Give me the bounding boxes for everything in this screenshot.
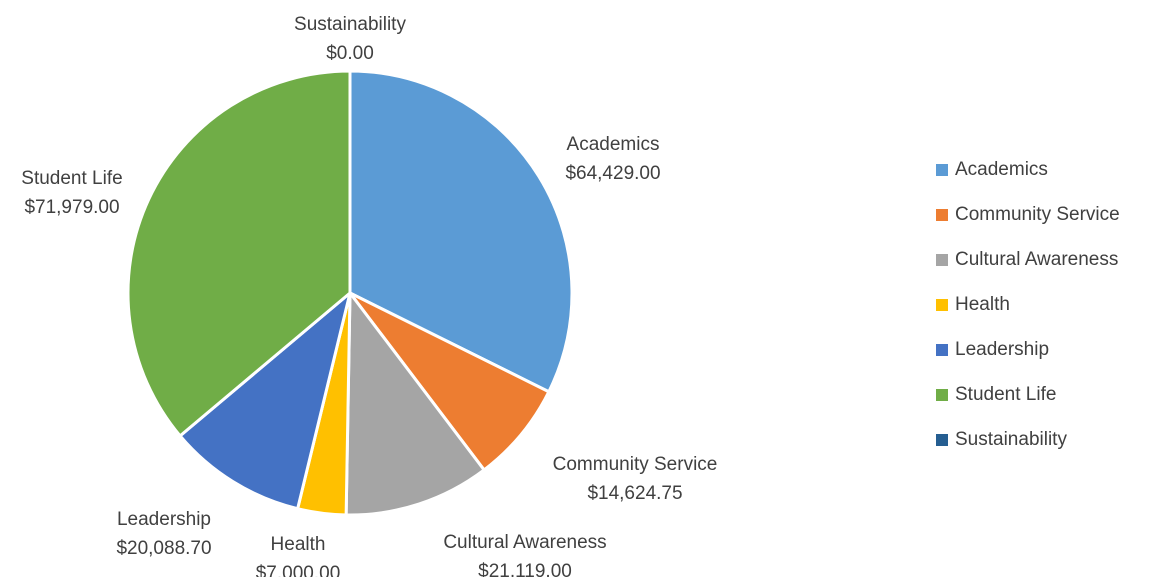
data-label-student-life: Student Life $71,979.00 [21,168,122,218]
pie-slice-leadership [178,291,352,511]
pie-slice-community-service [348,291,551,472]
legend-label: Student Life [955,383,1057,405]
chart-legend: Academics Community Service Cultural Aware… [936,147,1151,462]
legend-swatch [936,163,948,176]
pie-data-labels: Academics $64,429.00 Community Service $14,… [21,14,717,577]
data-label-category: Cultural Awareness [443,532,606,553]
legend-item-sustainability: Sustainability [936,417,1151,462]
legend-swatch [936,253,948,266]
data-label-value: $20,088.70 [116,538,211,559]
data-label-category: Community Service [553,454,718,475]
data-label-category: Health [271,534,326,555]
pie-slices [126,69,574,517]
legend-swatch [936,208,948,221]
pie-slice-cultural-awareness [344,291,486,517]
data-label-value: $7,000.00 [256,563,341,577]
data-label-cultural-awareness: Cultural Awareness $21,119.00 [443,532,606,577]
data-label-value: $14,624.75 [587,483,682,504]
legend-item-community-service: Community Service [936,192,1151,237]
data-label-academics: Academics $64,429.00 [565,134,660,184]
data-label-community-service: Community Service $14,624.75 [553,454,718,504]
data-label-value: $21,119.00 [478,561,572,577]
legend-label: Academics [955,158,1048,180]
data-label-category: Sustainability [294,14,406,35]
pie-slice-student-life [126,69,352,438]
data-label-value: $0.00 [326,43,374,64]
data-label-value: $64,429.00 [565,163,660,184]
data-label-health: Health $7,000.00 [256,534,341,577]
legend-swatch [936,388,948,401]
data-label-category: Academics [567,134,660,155]
data-label-sustainability: Sustainability $0.00 [294,14,406,64]
legend-label: Community Service [955,203,1120,225]
legend-label: Cultural Awareness [955,248,1119,270]
data-label-category: Student Life [21,168,122,189]
legend-item-student-life: Student Life [936,372,1151,417]
legend-label: Sustainability [955,428,1067,450]
data-label-value: $71,979.00 [24,197,119,218]
legend-label: Leadership [955,338,1050,360]
legend-swatch [936,433,948,446]
legend-swatch [936,298,948,311]
legend-label: Health [955,293,1010,315]
legend-swatch [936,343,948,356]
legend-item-cultural-awareness: Cultural Awareness [936,237,1151,282]
legend-item-health: Health [936,282,1151,327]
data-label-category: Leadership [117,509,211,530]
legend-item-leadership: Leadership [936,327,1151,372]
legend-item-academics: Academics [936,147,1151,192]
data-label-leadership: Leadership $20,088.70 [116,509,211,559]
pie-slice-academics [348,69,574,394]
